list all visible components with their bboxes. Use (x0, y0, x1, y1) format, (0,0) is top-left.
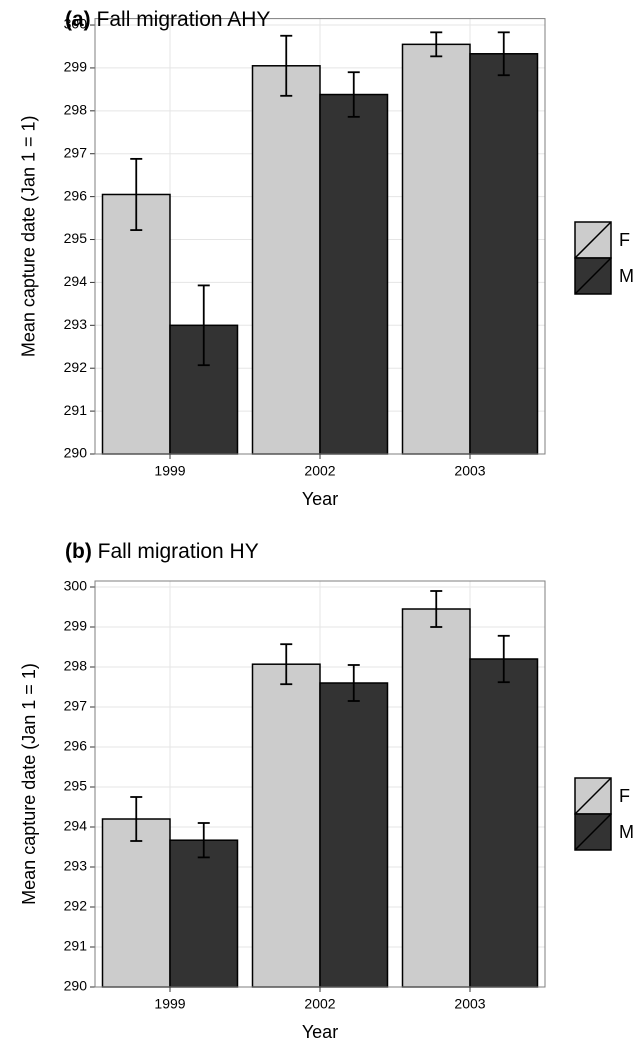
legend-label: M (619, 822, 634, 842)
legend-key-slash (574, 221, 612, 259)
y-tick-label: 294 (64, 818, 88, 834)
y-tick-label: 293 (64, 858, 88, 874)
y-tick-label: 292 (64, 898, 88, 914)
error-bar (497, 634, 510, 684)
bar (469, 53, 539, 455)
x-tick-label: 2003 (454, 463, 485, 479)
bar (319, 682, 389, 988)
legend-label: F (619, 786, 630, 806)
legend-key-slash (574, 777, 612, 815)
y-tick-label: 297 (64, 144, 88, 160)
bar (169, 839, 239, 988)
y-tick-label: 293 (64, 316, 88, 332)
y-tick-label: 296 (64, 738, 88, 754)
panel-label: (a) (65, 8, 91, 31)
y-tick-label: 295 (64, 230, 88, 246)
legend-key-slash (574, 257, 612, 295)
error-bar (347, 664, 360, 702)
y-axis-label: Mean capture date (Jan 1 = 1) (19, 663, 39, 905)
x-axis-label: Year (302, 489, 338, 509)
legend-label: F (619, 230, 630, 250)
error-bar (280, 34, 293, 97)
error-bar (347, 71, 360, 118)
y-tick-label: 299 (64, 59, 88, 75)
y-tick-label: 299 (64, 618, 88, 634)
bar (319, 93, 389, 455)
error-bar (280, 643, 293, 686)
y-axis-label: Mean capture date (Jan 1 = 1) (19, 115, 39, 357)
y-tick-label: 295 (64, 778, 88, 794)
x-tick-label: 2003 (454, 996, 485, 1012)
y-tick-label: 298 (64, 102, 88, 118)
error-bar (130, 796, 143, 842)
y-tick-label: 297 (64, 698, 88, 714)
bar (401, 608, 471, 988)
y-tick-label: 291 (64, 938, 88, 954)
title-text: Fall migration HY (98, 540, 259, 563)
legend-key-slash (574, 813, 612, 851)
bar (469, 658, 539, 988)
error-bar (197, 822, 210, 859)
chart-title: (a) Fall migration AHY (65, 8, 270, 31)
chart-title: (b) Fall migration HY (65, 540, 259, 563)
panel-label: (b) (65, 540, 92, 563)
error-bar (430, 590, 443, 628)
y-tick-label: 294 (64, 273, 88, 289)
y-tick-label: 290 (64, 445, 88, 461)
error-bar (197, 284, 210, 367)
error-bar (130, 157, 143, 231)
y-tick-label: 290 (64, 978, 88, 994)
plot-border (94, 18, 546, 455)
y-tick-label: 298 (64, 658, 88, 674)
plot-border (94, 580, 546, 988)
x-tick-label: 1999 (154, 463, 185, 479)
bar (251, 663, 321, 988)
bar (101, 818, 171, 988)
x-axis-label: Year (302, 1022, 338, 1042)
legend-label: M (619, 266, 634, 286)
x-tick-label: 2002 (304, 463, 335, 479)
error-bar (497, 31, 510, 77)
x-tick-label: 1999 (154, 996, 185, 1012)
error-bar (430, 31, 443, 58)
y-tick-label: 300 (64, 578, 88, 594)
y-tick-label: 300 (64, 16, 88, 32)
y-tick-label: 296 (64, 187, 88, 203)
y-tick-label: 292 (64, 359, 88, 375)
title-text: Fall migration AHY (97, 8, 271, 31)
bar (401, 43, 471, 455)
bar (101, 193, 171, 455)
x-tick-label: 2002 (304, 996, 335, 1012)
y-tick-label: 291 (64, 402, 88, 418)
bar (251, 65, 321, 455)
